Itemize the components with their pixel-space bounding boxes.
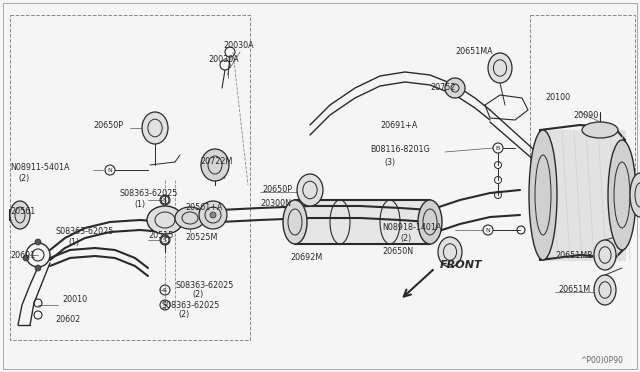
Text: (3): (3) [384, 157, 395, 167]
Text: (2): (2) [18, 173, 29, 183]
Ellipse shape [438, 237, 462, 267]
Text: N08918-1401A: N08918-1401A [382, 224, 442, 232]
Ellipse shape [199, 201, 227, 229]
Ellipse shape [283, 200, 307, 244]
Text: 20602: 20602 [55, 315, 80, 324]
Text: B: B [496, 145, 500, 151]
Text: S: S [163, 302, 167, 308]
Ellipse shape [488, 53, 512, 83]
Text: 20300N: 20300N [260, 199, 291, 208]
Text: S: S [163, 237, 167, 243]
Ellipse shape [418, 200, 442, 244]
Ellipse shape [175, 207, 205, 229]
Text: 20650P: 20650P [93, 121, 123, 129]
Ellipse shape [630, 173, 640, 217]
Ellipse shape [445, 78, 465, 98]
Text: 20691: 20691 [10, 250, 35, 260]
Text: (1): (1) [134, 199, 145, 208]
Ellipse shape [594, 240, 616, 270]
Text: 20010: 20010 [62, 295, 87, 305]
Ellipse shape [608, 140, 636, 250]
Text: 20561+A: 20561+A [185, 203, 222, 212]
Ellipse shape [594, 275, 616, 305]
Text: 20651MB: 20651MB [555, 250, 593, 260]
Text: (2): (2) [178, 311, 189, 320]
Ellipse shape [210, 212, 216, 218]
Ellipse shape [297, 174, 323, 206]
Circle shape [35, 265, 41, 271]
Ellipse shape [147, 206, 183, 234]
Text: 20030A: 20030A [208, 55, 239, 64]
Text: 20090: 20090 [573, 110, 598, 119]
Ellipse shape [10, 201, 30, 229]
Text: 20100: 20100 [545, 93, 570, 103]
Text: N: N [108, 167, 113, 173]
Text: 20722M: 20722M [200, 157, 232, 167]
Polygon shape [540, 130, 625, 260]
Text: S: S [163, 288, 167, 292]
Text: N: N [486, 228, 490, 232]
Text: S08363-62025: S08363-62025 [120, 189, 179, 199]
Ellipse shape [582, 122, 618, 138]
Text: 20692M: 20692M [290, 253, 323, 263]
Text: 20691+A: 20691+A [380, 121, 417, 129]
Ellipse shape [142, 112, 168, 144]
Text: FRONT: FRONT [440, 260, 483, 270]
Text: 20752: 20752 [430, 83, 456, 93]
Text: (1): (1) [68, 237, 79, 247]
Text: 20561: 20561 [10, 208, 35, 217]
Ellipse shape [201, 149, 229, 181]
Text: S08363-62025: S08363-62025 [175, 280, 234, 289]
Text: 20651M: 20651M [558, 285, 590, 295]
Ellipse shape [529, 130, 557, 260]
Text: 20650N: 20650N [382, 247, 413, 257]
Text: S: S [163, 198, 167, 202]
Text: (2): (2) [400, 234, 412, 243]
Text: S08363-62025: S08363-62025 [162, 301, 220, 310]
Circle shape [23, 255, 29, 261]
Text: 20650P: 20650P [262, 186, 292, 195]
Text: S08363-62025: S08363-62025 [55, 228, 113, 237]
Text: (2): (2) [192, 291, 204, 299]
Text: B08116-8201G: B08116-8201G [370, 145, 429, 154]
Text: 20030A: 20030A [223, 41, 253, 49]
Text: N08911-5401A: N08911-5401A [10, 164, 70, 173]
Text: ^P00)0P90: ^P00)0P90 [580, 356, 623, 365]
Circle shape [35, 239, 41, 245]
Polygon shape [295, 200, 430, 244]
Text: 20651MA: 20651MA [455, 48, 493, 57]
Text: 20525M: 20525M [185, 232, 218, 241]
Text: 20515: 20515 [148, 231, 173, 240]
